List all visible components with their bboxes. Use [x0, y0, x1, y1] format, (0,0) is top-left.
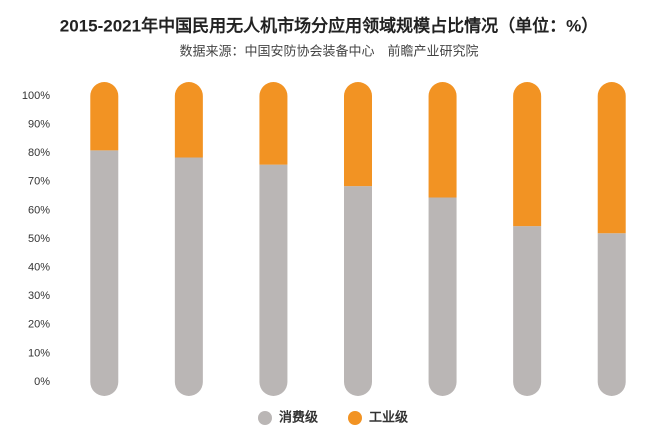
legend-label: 工业级: [369, 409, 409, 424]
bar-segment: [513, 226, 542, 396]
y-tick-label: 50%: [28, 233, 50, 245]
y-tick-label: 40%: [28, 262, 50, 274]
chart-subtitle: 数据来源：中国安防协会装备中心 前瞻产业研究院: [179, 43, 478, 58]
y-tick-label: 80%: [28, 147, 50, 159]
legend-swatch: [348, 411, 362, 425]
y-tick-label: 30%: [28, 290, 50, 302]
bar-segment: [259, 82, 288, 165]
bar-segment: [428, 82, 457, 198]
bar-segment: [90, 150, 119, 396]
y-tick-label: 0%: [34, 376, 50, 388]
bar-segment: [597, 233, 626, 396]
y-tick-label: 90%: [28, 119, 50, 131]
y-tick-label: 20%: [28, 319, 50, 331]
bar-segment: [513, 82, 542, 227]
chart-title: 2015-2021年中国民用无人机市场分应用领域规模占比情况（单位：%）: [60, 15, 598, 35]
y-tick-label: 60%: [28, 204, 50, 216]
bar-segment: [428, 197, 457, 396]
legend-label: 消费级: [279, 409, 319, 424]
bar-segment: [597, 82, 626, 234]
bar-segment: [259, 164, 288, 396]
legend-swatch: [258, 411, 272, 425]
y-tick-label: 10%: [28, 347, 50, 359]
bar-segment: [174, 157, 203, 396]
y-tick-label: 100%: [22, 90, 50, 102]
bar-segment: [344, 186, 372, 396]
y-tick-label: 70%: [28, 176, 50, 188]
bar-segment: [174, 82, 203, 158]
bar-segment: [90, 82, 119, 151]
bar-segment: [344, 82, 372, 187]
